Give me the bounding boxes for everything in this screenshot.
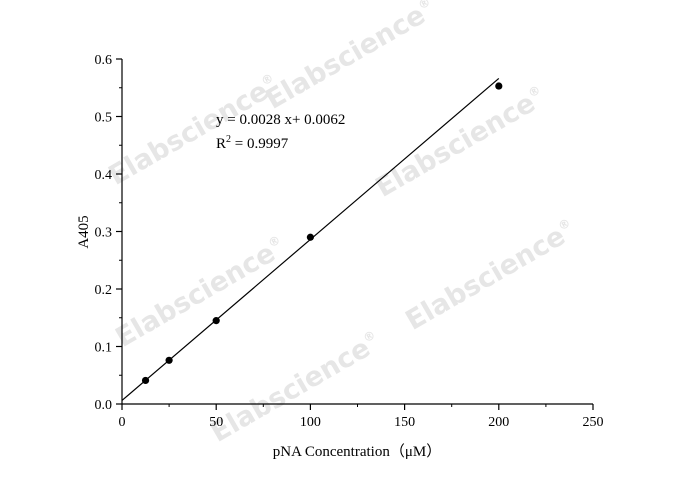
y-tick-label: 0.3 [95, 226, 113, 241]
r-squared-superscript: 2 [226, 134, 231, 145]
x-tick-label: 150 [394, 415, 415, 430]
x-tick-label: 250 [583, 415, 604, 430]
r-squared-prefix: R [216, 136, 226, 152]
y-tick-label: 0.2 [95, 283, 113, 298]
tick-layer: 0 50 100 150 200 250 0.0 0.1 0.2 0.3 0.4 0.5 0.6 [95, 53, 604, 430]
watermark-text: Elabscience® [371, 82, 551, 204]
fit-equation: y = 0.0028 x+ 0.0062 [216, 112, 345, 128]
watermark-registered-mark: ® [416, 0, 433, 13]
watermark-text: Elabscience® [104, 70, 284, 192]
data-point [141, 376, 150, 385]
x-axis-label: pNA Concentration（μM） [273, 443, 441, 460]
watermark-text: Elabscience® [111, 232, 291, 354]
watermark-registered-mark: ® [361, 327, 378, 345]
data-points [141, 82, 503, 385]
y-tick-label: 0.0 [95, 398, 113, 413]
y-tick-label: 0.6 [95, 53, 113, 68]
r-squared-value: = 0.9997 [231, 136, 289, 152]
x-tick-label: 200 [488, 415, 509, 430]
watermark-layer: Elabscience®Elabscience®Elabscience®Elab… [104, 0, 581, 449]
data-point [306, 233, 314, 241]
watermark-text: Elabscience® [401, 215, 581, 337]
y-tick-label: 0.5 [95, 111, 113, 126]
data-point [165, 356, 173, 364]
watermark-registered-mark: ® [556, 215, 573, 233]
y-tick-label: 0.1 [95, 341, 113, 356]
x-tick-label: 0 [119, 415, 126, 430]
watermark-registered-mark: ® [266, 232, 283, 250]
watermark-text: Elabscience® [261, 0, 441, 116]
y-tick-label: 0.4 [95, 168, 113, 183]
r-squared: R2 = 0.9997 [216, 134, 289, 152]
x-tick-label: 100 [300, 415, 321, 430]
watermark-registered-mark: ® [526, 82, 543, 100]
data-point [495, 82, 503, 90]
y-axis-label: A405 [76, 215, 92, 248]
watermark-text: Elabscience® [206, 327, 386, 449]
x-tick-label: 50 [209, 415, 223, 430]
data-point [212, 317, 220, 325]
